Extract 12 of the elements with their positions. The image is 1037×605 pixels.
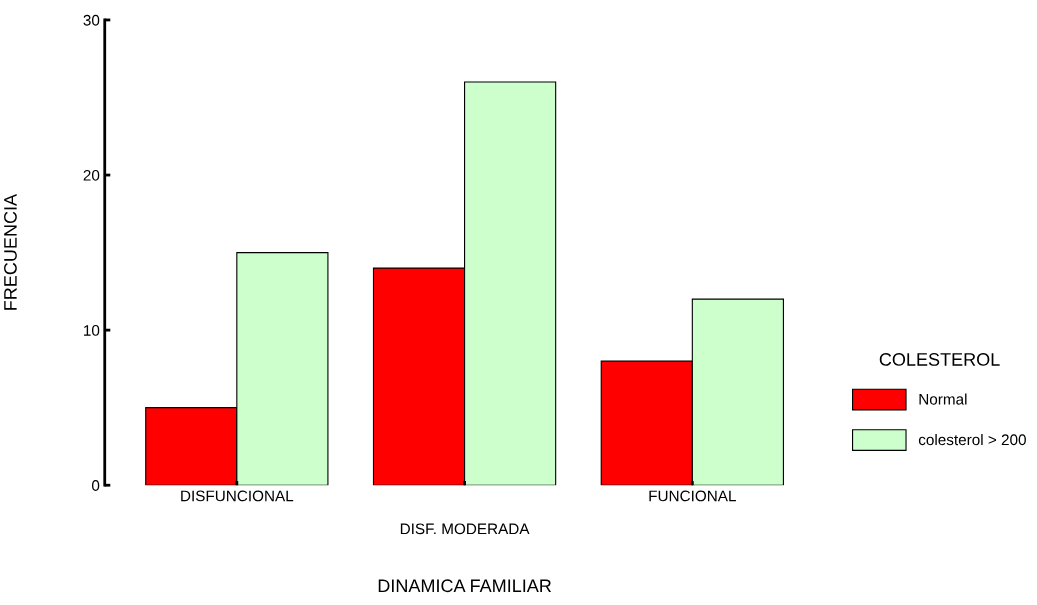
y-tick-label: 30 <box>83 14 100 26</box>
y-tick-label: 0 <box>91 480 100 491</box>
legend-label: colesterol > 200 <box>918 433 1026 446</box>
y-tick-label: 20 <box>83 169 100 181</box>
x-axis-title: DINAMICA FAMILIAR <box>378 579 552 593</box>
y-axis-title: FRECUENCIA <box>4 193 17 310</box>
x-tick-label: DISFUNCIONAL <box>181 490 294 502</box>
x-tick-label: DISF. MODERADA <box>400 523 530 535</box>
legend-title: COLESTEROL <box>879 353 1000 366</box>
x-tick-label: FUNCIONAL <box>649 490 736 502</box>
y-tick-label: 10 <box>84 325 100 336</box>
legend-label: Normal <box>919 393 967 405</box>
